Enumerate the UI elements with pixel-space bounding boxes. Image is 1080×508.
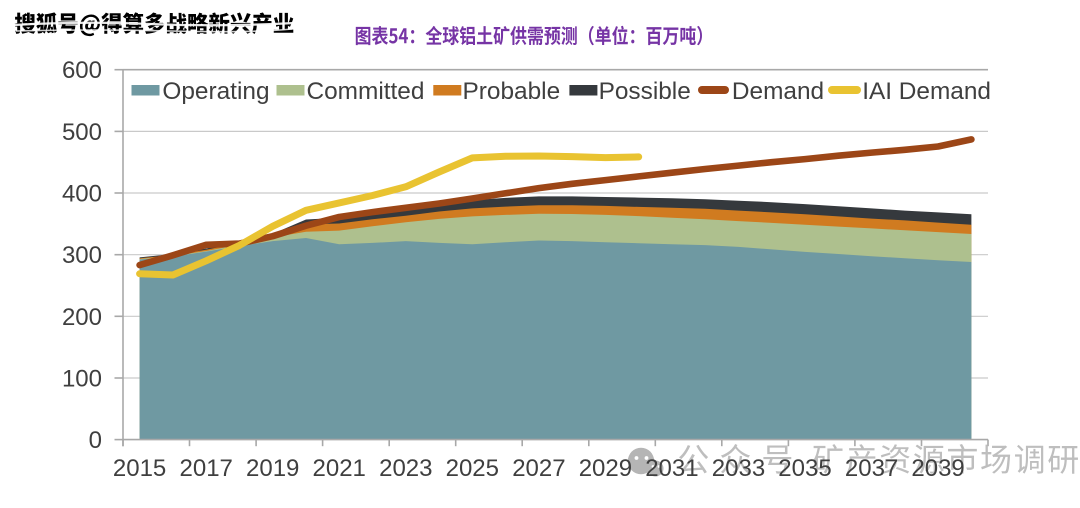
svg-text:100: 100 [62, 366, 102, 393]
svg-text:200: 200 [62, 304, 102, 331]
svg-text:2015: 2015 [113, 455, 166, 482]
svg-text:Probable: Probable [463, 78, 561, 105]
svg-text:2027: 2027 [512, 455, 565, 482]
svg-text:2031: 2031 [645, 455, 698, 482]
svg-text:500: 500 [62, 119, 102, 146]
svg-text:600: 600 [62, 57, 102, 84]
svg-text:Possible: Possible [599, 78, 691, 105]
svg-text:2033: 2033 [712, 455, 765, 482]
svg-text:2037: 2037 [845, 455, 898, 482]
svg-text:2019: 2019 [246, 455, 299, 482]
svg-text:2017: 2017 [180, 455, 233, 482]
svg-text:2023: 2023 [379, 455, 432, 482]
svg-text:2035: 2035 [778, 455, 831, 482]
svg-text:Operating: Operating [162, 78, 269, 105]
svg-text:Committed: Committed [307, 78, 425, 105]
svg-text:2025: 2025 [446, 455, 499, 482]
svg-text:2021: 2021 [313, 455, 366, 482]
svg-text:Demand: Demand [732, 78, 824, 105]
svg-text:2039: 2039 [911, 455, 964, 482]
svg-text:2029: 2029 [579, 455, 632, 482]
svg-text:0: 0 [89, 427, 102, 454]
svg-text:300: 300 [62, 242, 102, 269]
svg-text:400: 400 [62, 181, 102, 208]
svg-text:IAI Demand: IAI Demand [862, 78, 991, 105]
